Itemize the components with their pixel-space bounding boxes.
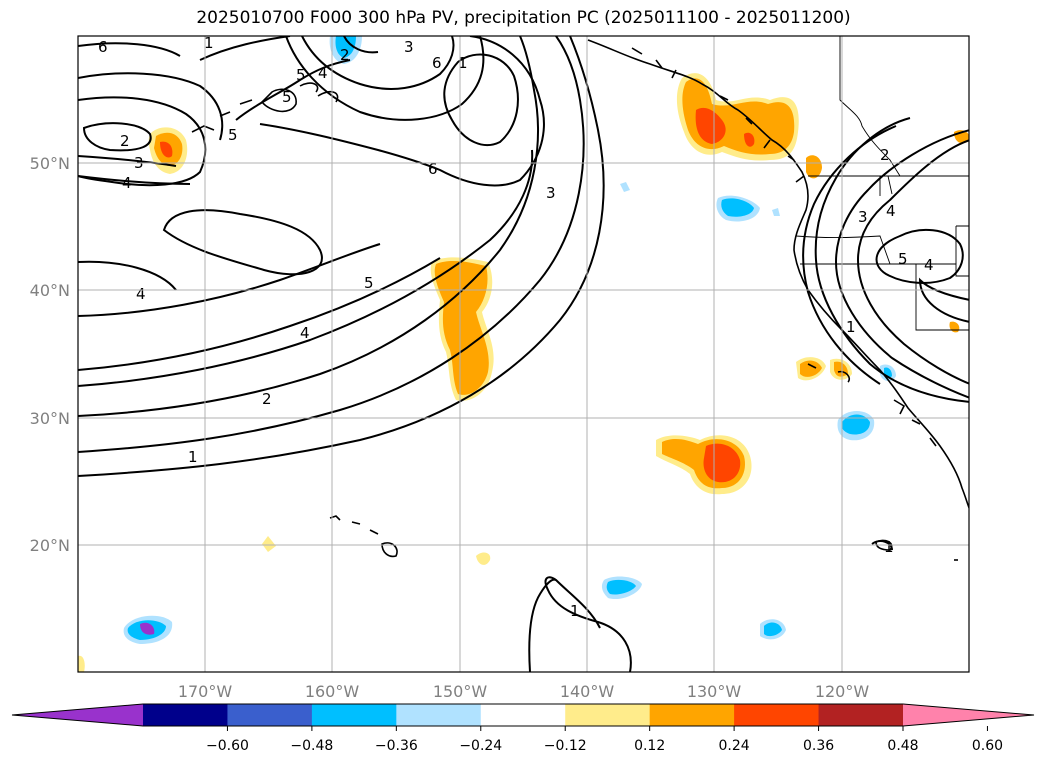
precipitation-shading [78, 36, 969, 672]
contour-label: 5 [364, 274, 374, 292]
contour-label: 2 [340, 46, 350, 64]
lon-tick-label: 150°W [433, 682, 488, 701]
map-frame [77, 35, 970, 673]
lon-axis: 170°W 160°W 150°W 140°W 130°W 120°W [178, 682, 870, 701]
contour-label: 2 [262, 390, 272, 408]
colorbar-segment [734, 704, 820, 726]
contour-label: 2 [880, 146, 890, 164]
contour-label: 4 [136, 285, 146, 303]
lon-tick-label: 120°W [815, 682, 870, 701]
lat-axis: 20°N 30°N 40°N 50°N [30, 154, 70, 555]
colorbar-segment [311, 704, 397, 726]
colorbar-outline [11, 703, 1035, 727]
contour-label: 1 [570, 602, 580, 620]
colorbar-tick-label: 0.24 [719, 738, 750, 754]
colorbar-tick-label: −0.60 [206, 738, 249, 754]
colorbar: −0.60 −0.48 −0.36 −0.24 −0.12 0.12 0.24 0.36 0.4… [11, 703, 1035, 754]
contour-label: 5 [282, 88, 292, 106]
map-title: 2025010700 F000 300 hPa PV, precipitatio… [196, 8, 851, 28]
colorbar-tick-label: −0.24 [459, 738, 502, 754]
contour-label: 6 [432, 54, 442, 72]
contour-label: 1 [204, 34, 214, 52]
contour-label: 6 [98, 38, 108, 56]
colorbar-segment [396, 704, 482, 726]
colorbar-segment [143, 704, 228, 726]
contour-label: 6 [428, 160, 438, 178]
colorbar-tick-label: 0.60 [972, 738, 1003, 754]
lon-tick-label: 130°W [687, 682, 742, 701]
colorbar-segment [649, 704, 735, 726]
contour-label: 2 [120, 132, 130, 150]
colorbar-segment [818, 704, 904, 726]
contour-label: 5 [228, 126, 238, 144]
contour-label: 1 [458, 54, 468, 72]
lon-tick-label: 160°W [305, 682, 360, 701]
lon-tick-label: 170°W [178, 682, 233, 701]
colorbar-segment [480, 704, 566, 726]
gridlines [78, 36, 969, 672]
contour-label: 5 [898, 250, 908, 268]
contour-label: 4 [924, 256, 934, 274]
colorbar-segment [227, 704, 313, 726]
colorbar-tick-label: −0.48 [290, 738, 333, 754]
contour-label: 4 [300, 324, 310, 342]
pv-contours [78, 36, 969, 672]
contour-label: 3 [546, 184, 556, 202]
contour-label: 4 [886, 202, 896, 220]
contour-label: 4 [122, 174, 132, 192]
map-area [78, 36, 969, 672]
lat-tick-label: 20°N [30, 536, 70, 555]
contour-label: 5 [296, 66, 306, 84]
colorbar-extend-low [12, 704, 143, 726]
lon-tick-label: 140°W [560, 682, 615, 701]
contour-labels: 6 5 4 3 2 5 1 6 4 3 2 4 5 6 1 3 5 4 2 1 … [98, 34, 934, 620]
contour-label: 1 [884, 538, 894, 556]
contour-label: 1 [846, 318, 856, 336]
colorbar-tick-label: 0.36 [803, 738, 834, 754]
colorbar-tick-label: 0.12 [634, 738, 665, 754]
colorbar-tick-label: −0.12 [544, 738, 587, 754]
colorbar-tick-label: 0.48 [887, 738, 918, 754]
contour-label: 4 [318, 64, 328, 82]
colorbar-tick-label: −0.36 [375, 738, 418, 754]
contour-label: 3 [404, 38, 414, 56]
colorbar-segment [565, 704, 651, 726]
contour-label: 1 [188, 448, 198, 466]
colorbar-extend-high [903, 704, 1034, 726]
contour-label: 3 [858, 208, 868, 226]
lat-tick-label: 40°N [30, 281, 70, 300]
lat-tick-label: 30°N [30, 409, 70, 428]
lat-tick-label: 50°N [30, 154, 70, 173]
